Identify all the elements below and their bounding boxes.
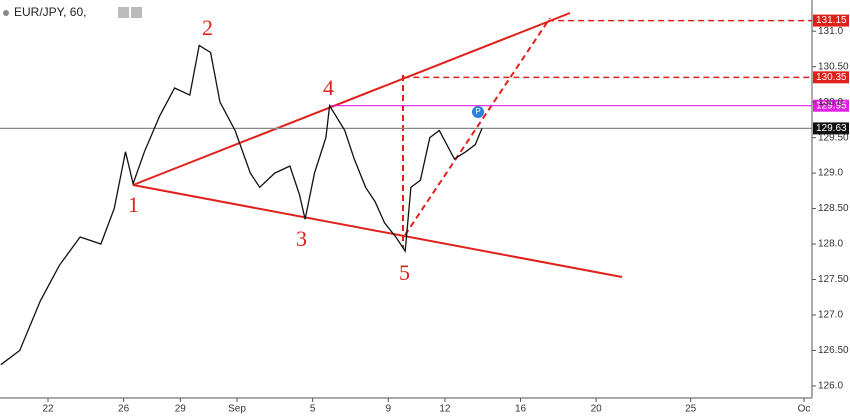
level-label-box (813, 122, 849, 135)
settings-button[interactable] (118, 7, 129, 18)
event-icon[interactable] (472, 106, 484, 118)
x-tick-label: 26 (118, 404, 130, 415)
y-tick-label: 128.0 (818, 239, 843, 250)
x-tick-label: Oc (798, 404, 811, 415)
y-tick-label: 130.50 (818, 61, 849, 72)
level-label: 131.15 (816, 15, 847, 26)
wave-label: 5 (399, 260, 410, 285)
levels: 131.15 130.35 129.95 129.63 (0, 14, 849, 135)
x-tick-label: 5 (310, 404, 316, 415)
y-tick-label: 127.0 (818, 310, 843, 321)
x-tick-label: 16 (515, 404, 527, 415)
status-dot (3, 10, 9, 16)
y-tick-label: 126.0 (818, 381, 843, 392)
x-tick-label: 12 (439, 404, 451, 415)
upper-trendline (132, 12, 571, 186)
hide-button[interactable] (131, 7, 142, 18)
x-tick-label: 20 (591, 404, 603, 415)
y-tick-label: 129.50 (818, 132, 849, 143)
price-series (0, 44, 483, 366)
x-tick-label: 25 (685, 404, 697, 415)
event-icon-glyph: P (475, 107, 480, 116)
y-tick-label: 131.0 (818, 26, 843, 37)
x-tick-label: 29 (175, 404, 187, 415)
level-label: 130.35 (816, 72, 847, 83)
wave-label: 2 (202, 15, 213, 40)
level-label: 129.95 (816, 100, 847, 111)
price-line (0, 44, 483, 366)
chart-title: EUR/JPY, 60, (14, 5, 86, 19)
x-tick-label: Sep (228, 404, 246, 415)
y-tick-label: 129.0 (818, 168, 843, 179)
wave-label: 3 (296, 226, 307, 251)
projection-diagonal (404, 17, 551, 236)
level-label: 129.63 (816, 123, 847, 134)
x-tick-label: 9 (385, 404, 391, 415)
level-label-box (813, 71, 849, 84)
y-tick-label: 128.50 (818, 203, 849, 214)
level-label-box (813, 99, 849, 112)
lower-trendline (132, 184, 623, 278)
wave-label: 4 (323, 75, 334, 100)
y-tick-label: 130.0 (818, 97, 843, 108)
level-label-box (813, 14, 849, 27)
wave-label: 1 (128, 192, 139, 217)
x-tick-label: 22 (42, 404, 54, 415)
y-tick-label: 127.50 (818, 274, 849, 285)
y-tick-label: 126.50 (818, 345, 849, 356)
drawings (132, 12, 623, 278)
